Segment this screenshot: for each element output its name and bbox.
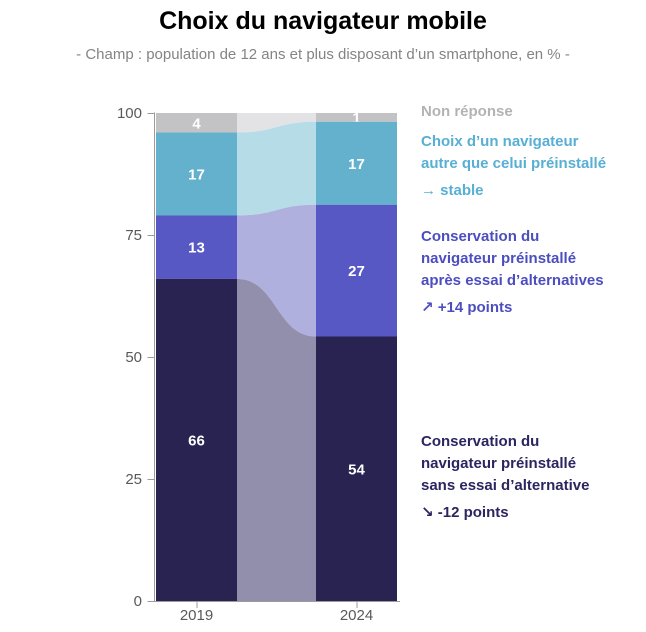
- legend-item-conservation-apres-essai: Conservation du navigateur préinstallé a…: [421, 226, 604, 319]
- value-label-2024-1: 17: [348, 156, 365, 173]
- flow-band-2: [237, 204, 316, 337]
- bar-2019-segment-2: [156, 215, 237, 279]
- legend-label-line: navigateur préinstallé: [421, 250, 577, 267]
- value-label-2024-3: 54: [348, 461, 365, 478]
- bar-2019-segment-0: [156, 113, 237, 133]
- legend-label-line: Conservation du: [421, 433, 540, 450]
- bar-2024-segment-0: [316, 113, 397, 122]
- legend-item-conservation-sans-essai: Conservation du navigateur préinstallé s…: [421, 431, 589, 524]
- flow-band-0: [237, 113, 316, 133]
- legend-label-line: après essai d’alternatives: [421, 272, 604, 289]
- trend-down-arrow: ↘ -12 points: [421, 504, 509, 521]
- flow-band-3: [237, 278, 316, 601]
- value-label-2019-2: 13: [188, 240, 205, 257]
- y-tick-label-25: 25: [125, 471, 142, 488]
- value-label-2019-3: 66: [188, 432, 205, 449]
- chart-subtitle: - Champ : population de 12 ans et plus d…: [76, 46, 570, 63]
- x-tick-label-2019: 2019: [180, 607, 213, 624]
- y-tick-label-75: 75: [125, 227, 142, 244]
- bar-2024-segment-2: [316, 204, 397, 337]
- trend-up-arrow: ↗ +14 points: [421, 299, 513, 316]
- bar-2024-segment-1: [316, 121, 397, 205]
- bar-2019-segment-3: [156, 278, 237, 601]
- legend-label-line: Choix d’un navigateur: [421, 133, 579, 150]
- value-label-2019-0: 4: [192, 115, 201, 132]
- value-label-2019-1: 17: [188, 167, 205, 184]
- chart-title: Choix du navigateur mobile: [159, 7, 487, 35]
- x-tick-label-2024: 2024: [340, 607, 373, 624]
- legend-label-line: sans essai d’alternative: [421, 477, 590, 494]
- bar-2024-segment-3: [316, 336, 397, 601]
- flow-band-1: [237, 121, 316, 216]
- legend-label-line: Conservation du: [421, 228, 540, 245]
- trend-stable-arrow: → stable: [421, 182, 484, 199]
- legend-label-line: navigateur préinstallé: [421, 455, 577, 472]
- y-tick-label-100: 100: [117, 105, 142, 122]
- value-label-2024-2: 27: [348, 263, 365, 280]
- legend-label-line: autre que celui préinstallé: [421, 155, 607, 172]
- y-tick-label-50: 50: [125, 349, 142, 366]
- legend-label-line: Non réponse: [421, 103, 513, 120]
- y-tick-label-0: 0: [134, 593, 142, 610]
- value-label-2024-0: 1: [352, 110, 360, 127]
- bar-2019-segment-1: [156, 132, 237, 216]
- legend-item-autre-navigateur: Choix d’un navigateur autre que celui pr…: [421, 131, 606, 202]
- legend-item-non-reponse: Non réponse: [421, 101, 513, 123]
